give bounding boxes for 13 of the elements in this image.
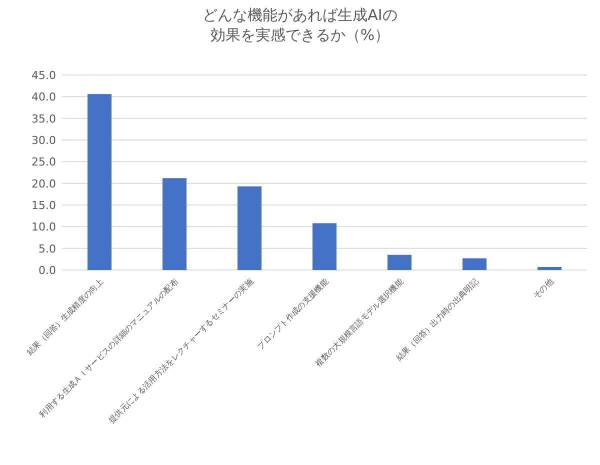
x-tick-label: プロンプト作成の支援機能: [256, 277, 330, 352]
y-tick-label: 10.0: [32, 220, 56, 234]
y-tick-label: 5.0: [38, 242, 56, 256]
y-tick-label: 35.0: [32, 112, 56, 126]
x-tick-label: その他: [532, 277, 555, 300]
y-tick-label: 25.0: [32, 156, 56, 169]
y-tick-label: 20.0: [32, 177, 56, 190]
y-tick-label: 15.0: [32, 199, 56, 212]
y-tick-label: 30.0: [32, 134, 56, 147]
y-tick-label: 40.0: [32, 90, 56, 104]
y-tick-label: 0.0: [38, 264, 56, 277]
title: どんな機能があれば生成AIの効果を実感できるか（%）: [202, 6, 398, 44]
y-tick-label: 45.0: [32, 69, 56, 82]
